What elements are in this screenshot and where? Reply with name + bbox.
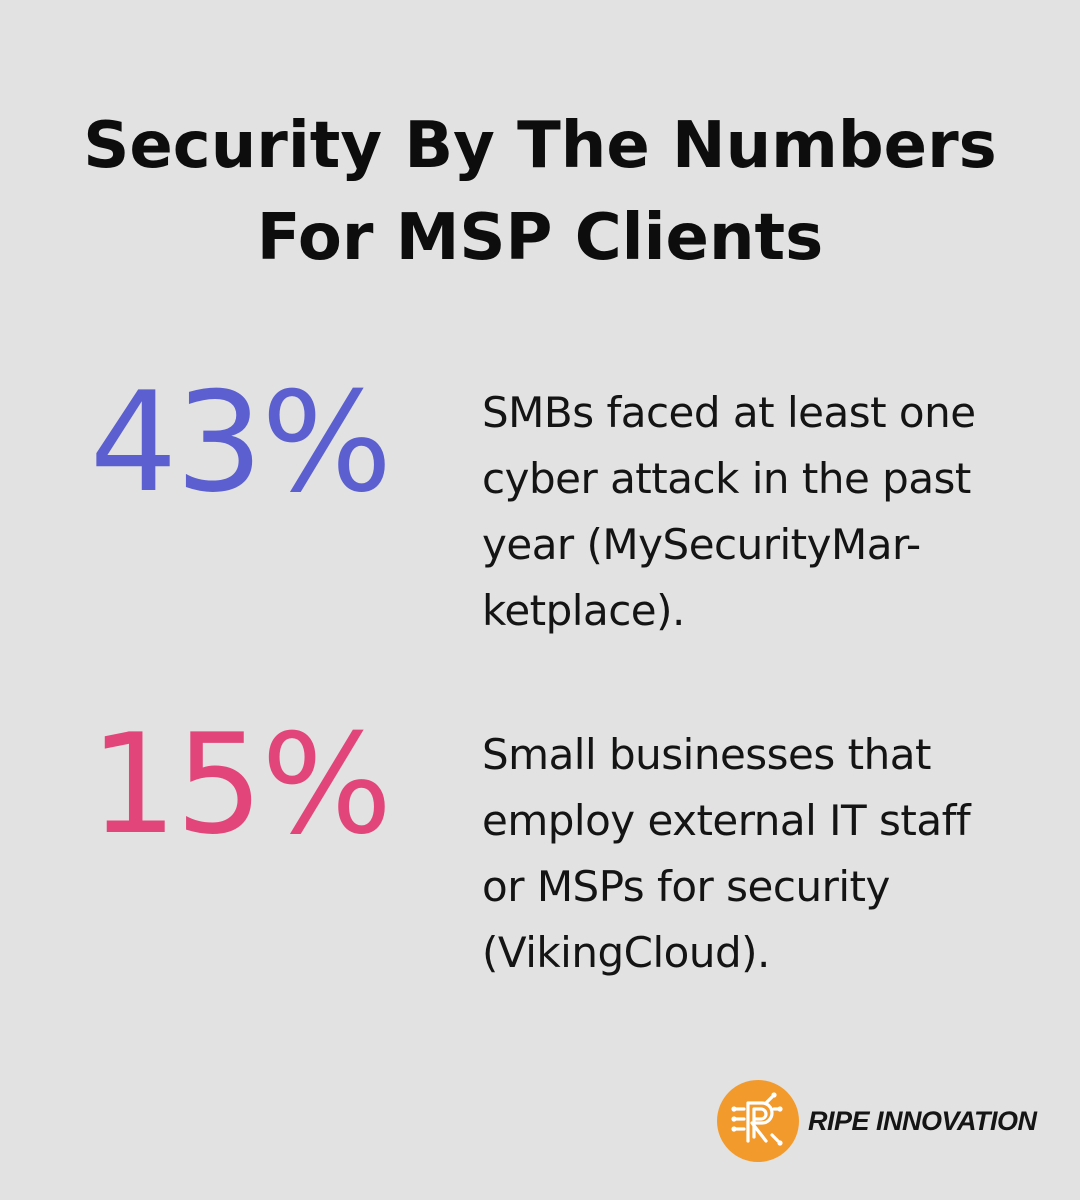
- stat-description-line: employ external IT staff: [482, 796, 971, 845]
- stat-block-smb-attacks: 43% SMBs faced at least one cyber attack…: [0, 368, 1080, 680]
- page-title: Security By The Numbers For MSP Clients: [0, 100, 1080, 284]
- stat-description-line: (VikingCloud).: [482, 928, 770, 977]
- stat-description-line: year (MySecurityMar-: [482, 520, 921, 569]
- stat-block-external-it: 15% Small businesses that employ externa…: [0, 710, 1080, 1022]
- stat-description-line: ketplace).: [482, 586, 685, 635]
- stat-value: 15%: [89, 704, 393, 865]
- stat-description-line: cyber attack in the past: [482, 454, 971, 503]
- brand-logo: RIPE INNOVATION: [716, 1078, 1037, 1164]
- stat-description-line: Small businesses that: [482, 730, 931, 779]
- ripe-innovation-logo-icon: [717, 1080, 799, 1162]
- stat-description: Small businesses that employ external IT…: [482, 722, 1042, 986]
- stat-description-line: or MSPs for security: [482, 862, 890, 911]
- title-line-1: Security By The Numbers: [83, 109, 997, 183]
- stat-description: SMBs faced at least one cyber attack in …: [482, 380, 1042, 644]
- stat-description-line: SMBs faced at least one: [482, 388, 976, 437]
- stat-value: 43%: [89, 362, 393, 523]
- title-line-2: For MSP Clients: [256, 201, 824, 275]
- logo-text: RIPE INNOVATION: [808, 1105, 1037, 1136]
